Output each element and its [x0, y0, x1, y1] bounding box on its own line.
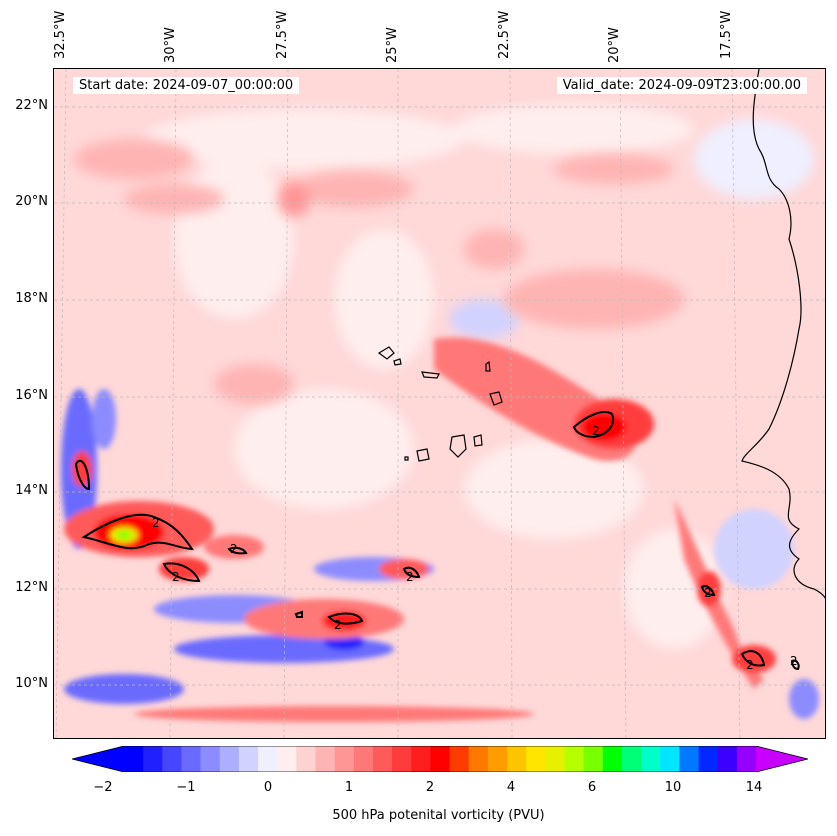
- contour-label: 2: [230, 542, 238, 556]
- contour-label: 2: [790, 654, 798, 668]
- colorbar-swatch: [641, 746, 661, 772]
- colorbar-swatch: [526, 746, 546, 772]
- colorbar-tick-1: 1: [344, 780, 354, 795]
- colorbar-swatch: [296, 746, 317, 772]
- contour-label: 2: [152, 516, 160, 530]
- colorbar-swatch: [392, 746, 412, 772]
- contour-labels: 2 2 2 2 2 2 2 2 2: [152, 424, 798, 672]
- colorbar-tick-neg1: −1: [176, 780, 196, 795]
- lat-label-22n: 22°N: [15, 98, 48, 113]
- lon-label-27-5w: 27.5°W: [275, 10, 290, 59]
- colorbar-swatch: [621, 746, 642, 772]
- colorbar-swatch: [698, 746, 719, 772]
- colorbar-tick-6: 6: [587, 780, 597, 795]
- colorbar-swatch: [219, 746, 240, 772]
- cape-verde-islands: [377, 346, 503, 462]
- colorbar-swatch: [449, 746, 470, 772]
- contour-label: 2: [334, 618, 342, 632]
- colorbar-swatch: [507, 746, 527, 772]
- colorbar-swatch: [372, 746, 393, 772]
- colorbar-swatch: [545, 746, 565, 772]
- colorbar-swatch: [277, 746, 297, 772]
- lon-label-30w: 30°W: [163, 27, 178, 63]
- colorbar: [72, 746, 808, 772]
- graticule: [54, 69, 825, 738]
- colorbar-swatch: [162, 746, 182, 772]
- colorbar-title: 500 hPa potenital vorticity (PVU): [332, 808, 545, 823]
- contour-label: 2: [592, 424, 600, 438]
- pv-light-patches: [144, 104, 814, 649]
- lat-label-10n: 10°N: [15, 676, 48, 691]
- colorbar-swatch: [181, 746, 202, 772]
- colorbar-swatch: [124, 746, 144, 772]
- contour-label: 2: [172, 570, 180, 584]
- colorbar-swatch: [200, 746, 221, 772]
- lon-label-22-5w: 22.5°W: [497, 10, 512, 59]
- valid-date-label: Valid_date: 2024-09-09T23:00:00.00: [556, 77, 807, 94]
- colorbar-tick-4: 4: [506, 780, 516, 795]
- colorbar-swatch: [258, 746, 278, 772]
- lon-label-25w: 25°W: [385, 27, 400, 63]
- colorbar-swatch: [602, 746, 623, 772]
- contour-label: 2: [746, 658, 754, 672]
- colorbar-swatch: [564, 746, 585, 772]
- colorbar-tick-14: 14: [745, 780, 763, 795]
- africa-coastline: [741, 69, 825, 599]
- colorbar-swatch: [717, 746, 738, 772]
- contour-label: 2: [406, 570, 414, 584]
- colorbar-swatch: [315, 746, 336, 772]
- pv-moderate-bands: [74, 139, 684, 404]
- colorbar-under-arrow: [72, 746, 124, 772]
- colorbar-swatch: [334, 746, 355, 772]
- start-date-label: Start date: 2024-09-07_00:00:00: [73, 77, 300, 94]
- colorbar-tick-10: 10: [664, 780, 682, 795]
- contour-2pvu: [74, 411, 800, 671]
- colorbar-swatch: [411, 746, 431, 772]
- colorbar-over-arrow: [756, 746, 808, 772]
- lon-label-32-5w: 32.5°W: [53, 10, 68, 59]
- colorbar-swatch: [353, 746, 374, 772]
- colorbar-swatch: [583, 746, 604, 772]
- colorbar-tick-0: 0: [263, 780, 273, 795]
- pv-west-structures: [61, 389, 819, 722]
- lon-label-17-5w: 17.5°W: [719, 10, 734, 59]
- map-panel: 2 2 2 2 2 2 2 2 2 Start date: 2024-09-07…: [53, 68, 826, 739]
- lat-label-14n: 14°N: [15, 483, 48, 498]
- colorbar-swatch: [238, 746, 259, 772]
- colorbar-swatch: [736, 746, 757, 772]
- colorbar-swatch: [660, 746, 680, 772]
- lon-label-20w: 20°W: [607, 27, 622, 63]
- lat-label-12n: 12°N: [15, 580, 48, 595]
- colorbar-tick-2: 2: [425, 780, 435, 795]
- colorbar-swatch: [679, 746, 700, 772]
- colorbar-swatch: [143, 746, 163, 772]
- colorbar-tick-neg2: −2: [93, 780, 113, 795]
- colorbar-swatch: [487, 746, 508, 772]
- lat-label-20n: 20°N: [15, 194, 48, 209]
- contour-label: 2: [704, 586, 712, 600]
- pv-field-map: 2 2 2 2 2 2 2 2 2: [54, 69, 825, 738]
- colorbar-swatch: [430, 746, 451, 772]
- lat-label-16n: 16°N: [15, 388, 48, 403]
- colorbar-swatch: [468, 746, 489, 772]
- lat-label-18n: 18°N: [15, 291, 48, 306]
